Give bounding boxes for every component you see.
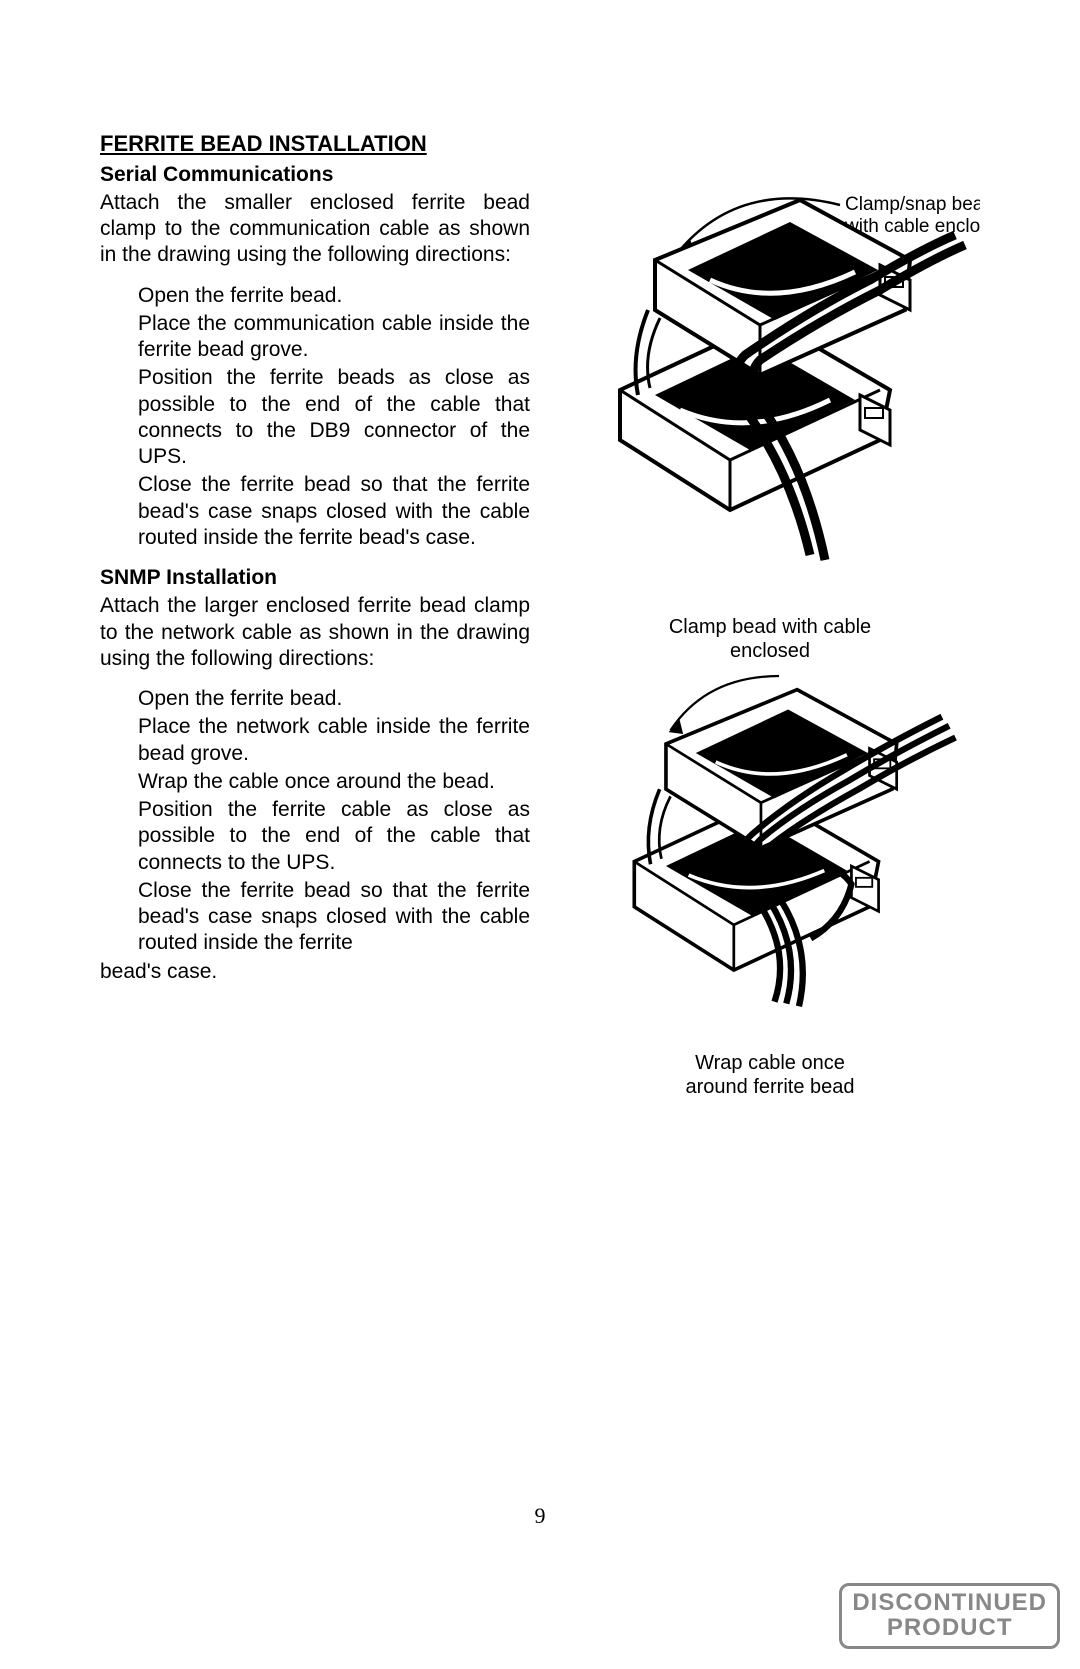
stamp-line1: DISCONTINUED <box>852 1589 1047 1616</box>
svg-text:Clamp/snap bead with: Clamp/snap bead with cable enclosed <box>844 194 980 237</box>
list-item: Close the ferrite bead so that the ferri… <box>100 878 530 957</box>
snmp-list: Open the ferrite bead. Place the network… <box>100 686 530 957</box>
list-item: Wrap the cable once around the bead. <box>100 769 530 795</box>
page-title: FERRITE BEAD INSTALLATION <box>100 130 530 158</box>
fig2-top-label-line1: Clamp bead with cable <box>669 616 871 638</box>
discontinued-stamp: DISCONTINUED PRODUCT <box>839 1583 1060 1649</box>
snmp-trailing: bead's case. <box>100 959 530 985</box>
right-column: Clamp/snap bead with cable enclosed <box>560 130 980 1099</box>
list-item-text: Wrap the cable once around the bead. <box>138 769 530 795</box>
fig2-bottom-label-line1: Wrap cable once <box>695 1052 845 1074</box>
list-item: Open the ferrite bead. <box>100 283 530 309</box>
serial-intro: Attach the smaller enclosed ferrite bead… <box>100 190 530 269</box>
list-item-text: Close the ferrite bead so that the ferri… <box>138 878 530 957</box>
list-item-text: Place the communication cable inside the… <box>138 311 530 364</box>
list-item: Position the ferrite beads as close as p… <box>100 365 530 470</box>
page-number: 9 <box>0 1503 1080 1529</box>
columns: FERRITE BEAD INSTALLATION Serial Communi… <box>100 130 980 1099</box>
serial-list: Open the ferrite bead. Place the communi… <box>100 283 530 552</box>
snmp-intro: Attach the larger enclosed ferrite bead … <box>100 593 530 672</box>
fig1-label-line1: Clamp/snap bead <box>845 194 980 215</box>
fig2-bottom-label-line2: around ferrite bead <box>685 1076 854 1098</box>
fig2-top-label: Clamp bead with cable enclosed <box>669 615 871 663</box>
stamp-line2: PRODUCT <box>887 1614 1013 1641</box>
list-item: Place the network cable inside the ferri… <box>100 714 530 767</box>
ferrite-bead-wrap-figure <box>560 667 980 1047</box>
serial-heading: Serial Communications <box>100 162 530 188</box>
ferrite-bead-single-figure: Clamp/snap bead with cable enclosed <box>560 160 980 580</box>
list-item-text: Position the ferrite beads as close as p… <box>138 365 530 470</box>
list-item-text: Open the ferrite bead. <box>138 686 530 712</box>
list-item: Open the ferrite bead. <box>100 686 530 712</box>
list-item: Place the communication cable inside the… <box>100 311 530 364</box>
snmp-heading: SNMP Installation <box>100 565 530 591</box>
page: FERRITE BEAD INSTALLATION Serial Communi… <box>0 0 1080 1669</box>
list-item-text: Place the network cable inside the ferri… <box>138 714 530 767</box>
list-item-text: Open the ferrite bead. <box>138 283 530 309</box>
list-item: Close the ferrite bead so that the ferri… <box>100 472 530 551</box>
left-column: FERRITE BEAD INSTALLATION Serial Communi… <box>100 130 530 1099</box>
list-item-text: Close the ferrite bead so that the ferri… <box>138 472 530 551</box>
fig2-top-label-line2: enclosed <box>730 640 810 662</box>
list-item: Position the ferrite cable as close as p… <box>100 797 530 876</box>
fig2-bottom-label: Wrap cable once around ferrite bead <box>685 1051 854 1099</box>
list-item-text: Position the ferrite cable as close as p… <box>138 797 530 876</box>
